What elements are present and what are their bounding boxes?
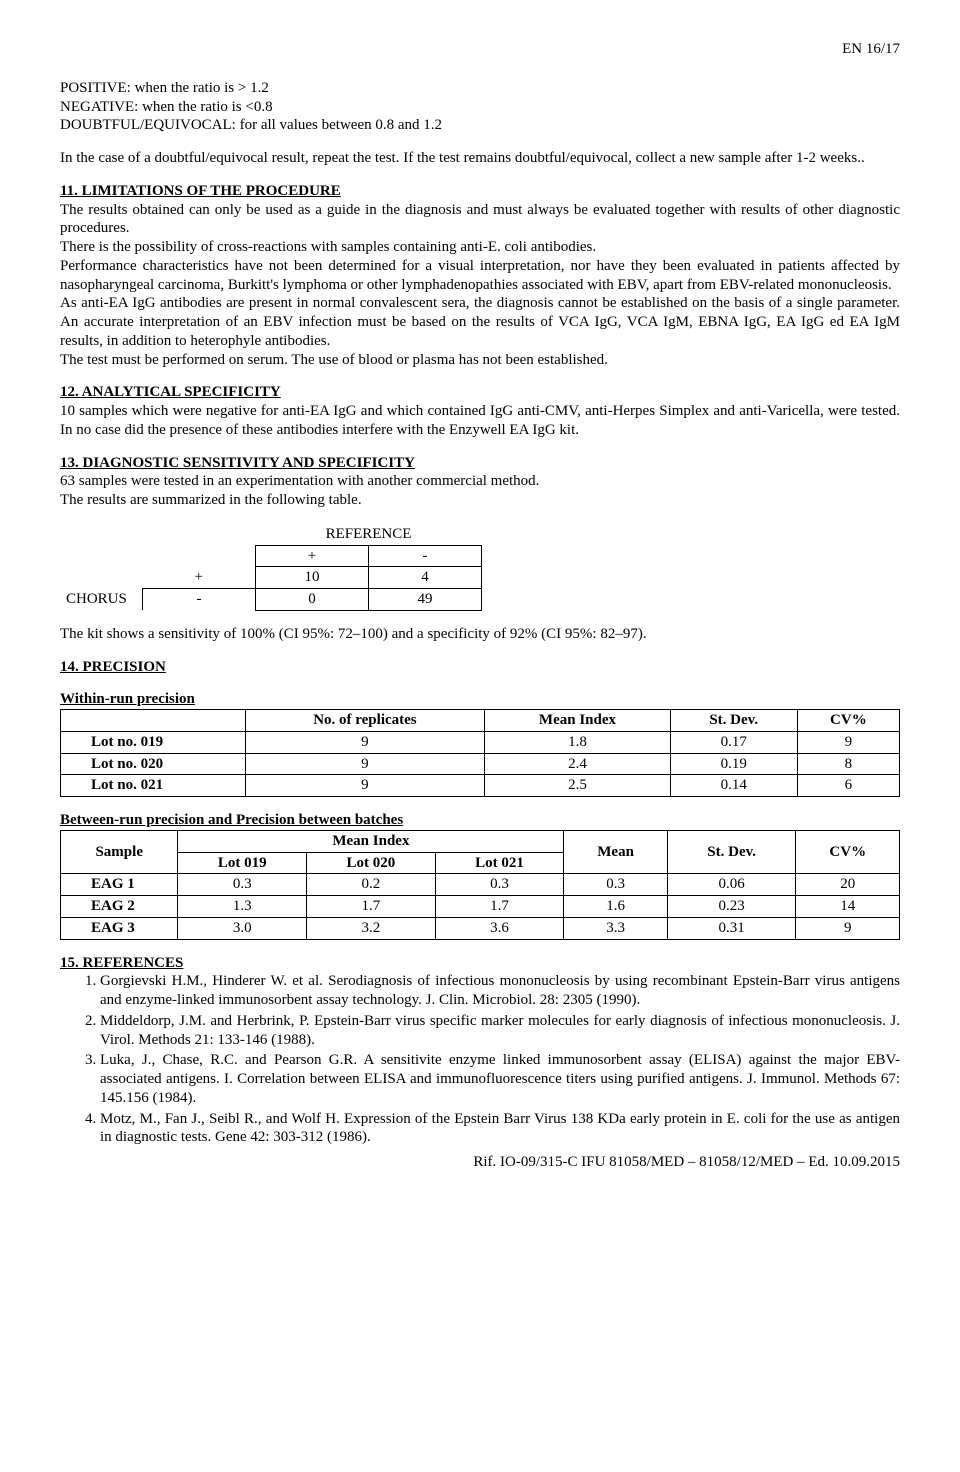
between-run-table: Sample Mean Index Mean St. Dev. CV% Lot … — [60, 830, 900, 940]
ref-b: 4 — [369, 567, 482, 589]
chorus-label: CHORUS — [60, 589, 143, 611]
ref-col-plus: + — [256, 545, 369, 567]
reference-item: Motz, M., Fan J., Seibl R., and Wolf H. … — [100, 1110, 900, 1148]
s12-p1: 10 samples which were negative for anti-… — [60, 402, 900, 440]
ref-row-plus: + — [143, 567, 256, 589]
within-run-table: No. of replicates Mean Index St. Dev. CV… — [60, 709, 900, 797]
ref-header: REFERENCE — [256, 524, 482, 545]
ref-col-minus: - — [369, 545, 482, 567]
s11-p4: As anti-EA IgG antibodies are present in… — [60, 294, 900, 350]
table-row: Lot no. 019 91.80.179 — [61, 731, 900, 753]
section-12-title: 12. ANALYTICAL SPECIFICITY — [60, 384, 281, 400]
s11-p2: There is the possibility of cross-reacti… — [60, 238, 900, 257]
t2-h-l3: Lot 021 — [435, 852, 564, 874]
ref-row-minus: - — [143, 589, 256, 611]
section-15-title: 15. REFERENCES — [60, 955, 183, 971]
t2-h-sd: St. Dev. — [667, 830, 796, 874]
t2-h-mi: Mean Index — [178, 830, 564, 852]
t2-h-sample: Sample — [61, 830, 178, 874]
s11-p3: Performance characteristics have not bee… — [60, 257, 900, 295]
t2-h-cv: CV% — [796, 830, 900, 874]
t1-h2: Mean Index — [485, 710, 670, 732]
table-row: EAG 3 3.03.23.6 3.30.319 — [61, 917, 900, 939]
t2-h-l1: Lot 019 — [178, 852, 307, 874]
doubtful-line: DOUBTFUL/EQUIVOCAL: for all values betwe… — [60, 116, 900, 135]
ref-a: 10 — [256, 567, 369, 589]
s11-p1: The results obtained can only be used as… — [60, 201, 900, 239]
ref-d: 49 — [369, 589, 482, 611]
section-11-title: 11. LIMITATIONS OF THE PROCEDURE — [60, 183, 341, 199]
section-13-title: 13. DIAGNOSTIC SENSITIVITY AND SPECIFICI… — [60, 455, 415, 471]
reference-item: Luka, J., Chase, R.C. and Pearson G.R. A… — [100, 1051, 900, 1107]
t2-h-l2: Lot 020 — [307, 852, 436, 874]
within-run-heading: Within-run precision — [60, 691, 195, 707]
references-list: Gorgievski H.M., Hinderer W. et al. Sero… — [60, 972, 900, 1147]
table-row: EAG 2 1.31.71.7 1.60.2314 — [61, 896, 900, 918]
doubtful-note: In the case of a doubtful/equivocal resu… — [60, 149, 900, 168]
reference-table: REFERENCE + - + 10 4 CHORUS - 0 49 — [60, 524, 482, 611]
footer-ref: Rif. IO-09/315-C IFU 81058/MED – 81058/1… — [60, 1153, 900, 1172]
table-row: Lot no. 020 92.40.198 — [61, 753, 900, 775]
between-run-heading: Between-run precision and Precision betw… — [60, 812, 403, 828]
s13-sens-spec: The kit shows a sensitivity of 100% (CI … — [60, 625, 900, 644]
s13-p1: 63 samples were tested in an experimenta… — [60, 472, 900, 491]
t1-h3: St. Dev. — [670, 710, 797, 732]
s13-p2: The results are summarized in the follow… — [60, 491, 900, 510]
positive-line: POSITIVE: when the ratio is > 1.2 — [60, 79, 900, 98]
negative-line: NEGATIVE: when the ratio is <0.8 — [60, 98, 900, 117]
table-row: EAG 1 0.30.20.3 0.30.0620 — [61, 874, 900, 896]
table-row: Lot no. 021 92.50.146 — [61, 775, 900, 797]
section-14-title: 14. PRECISION — [60, 659, 166, 675]
reference-item: Middeldorp, J.M. and Herbrink, P. Epstei… — [100, 1012, 900, 1050]
page-number: EN 16/17 — [60, 40, 900, 59]
t1-h4: CV% — [797, 710, 899, 732]
t1-h1: No. of replicates — [245, 710, 485, 732]
s11-p5: The test must be performed on serum. The… — [60, 351, 900, 370]
ref-c: 0 — [256, 589, 369, 611]
t2-h-mean: Mean — [564, 830, 667, 874]
reference-item: Gorgievski H.M., Hinderer W. et al. Sero… — [100, 972, 900, 1010]
